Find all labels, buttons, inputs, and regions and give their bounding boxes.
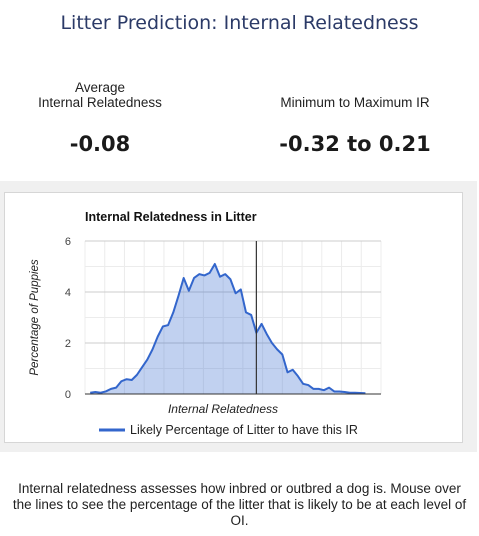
data-point bbox=[110, 388, 112, 390]
data-point bbox=[162, 325, 164, 327]
data-point bbox=[188, 290, 190, 292]
data-point bbox=[292, 369, 294, 371]
data-point bbox=[260, 323, 262, 325]
data-point bbox=[203, 274, 205, 276]
y-axis-label: Percentage of Puppies bbox=[29, 259, 41, 376]
data-point bbox=[323, 389, 325, 391]
data-point bbox=[182, 277, 184, 279]
chart-title: Internal Relatedness in Litter bbox=[85, 210, 257, 224]
data-point bbox=[333, 390, 335, 392]
data-point bbox=[276, 348, 278, 350]
data-point bbox=[219, 276, 221, 278]
series-area bbox=[90, 263, 366, 394]
data-point bbox=[250, 314, 252, 316]
average-stat-label: Average Internal Relatedness bbox=[20, 80, 180, 110]
data-point bbox=[312, 388, 314, 390]
data-point bbox=[328, 386, 330, 388]
y-tick-label: 2 bbox=[65, 338, 71, 350]
y-tick-label: 6 bbox=[65, 236, 71, 248]
data-point bbox=[141, 366, 143, 368]
series-line bbox=[90, 262, 366, 395]
range-stat-value: -0.32 to 0.21 bbox=[279, 132, 431, 156]
data-point bbox=[105, 390, 107, 392]
data-point bbox=[115, 386, 117, 388]
y-tick-label: 4 bbox=[65, 287, 71, 299]
data-point bbox=[131, 379, 133, 381]
data-point bbox=[172, 311, 174, 313]
data-point bbox=[125, 378, 127, 380]
data-point bbox=[146, 358, 148, 360]
data-point bbox=[224, 273, 226, 275]
data-point bbox=[214, 263, 216, 265]
page-title: Litter Prediction: Internal Relatedness bbox=[60, 12, 419, 34]
data-point bbox=[193, 277, 195, 279]
data-point bbox=[136, 374, 138, 376]
average-label-line1: Average bbox=[74, 80, 126, 95]
data-point bbox=[338, 390, 340, 392]
data-point bbox=[167, 324, 169, 326]
data-point bbox=[286, 371, 288, 373]
average-stat-value: -0.08 bbox=[69, 132, 131, 156]
y-tick-label: 0 bbox=[65, 389, 71, 401]
data-point bbox=[343, 391, 345, 393]
data-point bbox=[317, 388, 319, 390]
data-point bbox=[234, 292, 236, 294]
average-label-line2: Internal Relatedness bbox=[38, 95, 162, 110]
data-point bbox=[208, 272, 210, 274]
data-point bbox=[157, 335, 159, 337]
x-axis-label: Internal Relatedness bbox=[168, 402, 278, 416]
chart-card[interactable]: Internal Relatedness in Litter 0 2 4 6 Percen… bbox=[4, 192, 463, 443]
data-point bbox=[297, 375, 299, 377]
data-point bbox=[245, 311, 247, 313]
data-point bbox=[198, 273, 200, 275]
data-point bbox=[94, 391, 96, 393]
data-point bbox=[271, 342, 273, 344]
data-point bbox=[177, 295, 179, 297]
data-point bbox=[240, 288, 242, 290]
data-point bbox=[151, 348, 153, 350]
data-point bbox=[302, 383, 304, 385]
data-point bbox=[266, 333, 268, 335]
legend-label: Likely Percentage of Litter to have this… bbox=[130, 423, 358, 437]
ir-chart[interactable]: Internal Relatedness in Litter 0 2 4 6 Percen… bbox=[5, 193, 462, 442]
data-point bbox=[307, 384, 309, 386]
data-point bbox=[120, 380, 122, 382]
data-point bbox=[281, 353, 283, 355]
explanation-text: Internal relatedness assesses how inbred… bbox=[12, 481, 467, 528]
range-stat-label: Minimum to Maximum IR bbox=[280, 95, 430, 110]
data-point bbox=[229, 278, 231, 280]
